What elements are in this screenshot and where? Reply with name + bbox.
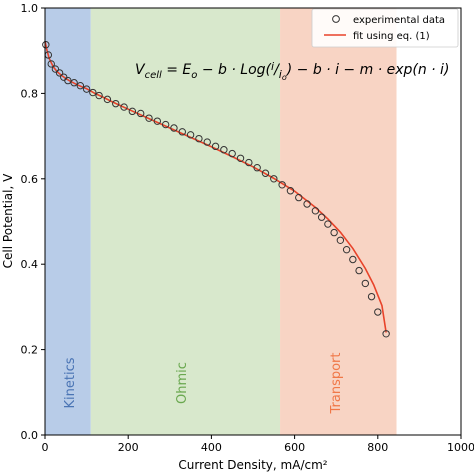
data-point	[236, 154, 245, 163]
y-tick-label: 0.8	[21, 87, 39, 100]
data-point	[295, 193, 303, 202]
data-point	[220, 146, 228, 154]
data-point	[211, 142, 220, 151]
data-point	[324, 220, 332, 228]
data-point	[245, 158, 253, 167]
legend-label-experimental: experimental data	[353, 15, 445, 26]
data-point	[349, 255, 357, 264]
data-point	[47, 60, 55, 68]
region-label-ohmic: Ohmic	[175, 362, 190, 404]
data-point	[317, 213, 326, 221]
region-layer	[45, 8, 397, 435]
data-point	[330, 228, 338, 237]
data-point	[311, 207, 320, 215]
x-tick-label: 800	[367, 441, 388, 454]
data-point	[55, 69, 64, 77]
data-point	[120, 103, 128, 111]
region-label-transport: Transport	[329, 352, 344, 414]
data-point	[153, 117, 162, 125]
data-point	[89, 88, 97, 97]
data-point	[374, 308, 382, 316]
legend: experimental data fit using eq. (1)	[311, 8, 459, 48]
data-point	[228, 149, 236, 158]
x-tick-label: 600	[284, 441, 305, 454]
data-point	[145, 114, 153, 122]
data-point	[382, 330, 390, 338]
data-point	[112, 99, 120, 108]
data-layer	[42, 41, 390, 338]
region-label-kinetics: Kinetics	[63, 357, 78, 408]
tick-layer: 0 200 400 600 800 1000 0.0 0.2 0.4 0.6 0.8 1.0	[21, 2, 474, 454]
data-point	[203, 138, 211, 146]
y-tick-label: 0.0	[21, 429, 39, 442]
data-point	[136, 109, 145, 118]
data-point	[170, 124, 178, 132]
plot-frame	[44, 7, 462, 436]
data-point	[367, 292, 376, 301]
y-axis-label: Cell Potential, V	[1, 173, 15, 268]
legend-box	[311, 8, 459, 48]
equation-annotation: Vcell = Eo − b · Log(i/io) − b · i − m ·…	[135, 60, 449, 82]
data-point	[70, 79, 78, 87]
legend-marker-experimental	[332, 15, 340, 23]
region-ohmic	[90, 8, 281, 435]
data-point	[64, 76, 72, 85]
legend-label-fit: fit using eq. (1)	[353, 31, 430, 42]
data-point	[95, 91, 103, 100]
data-point	[355, 266, 363, 275]
fit-layer	[44, 41, 387, 333]
x-axis-label: Current Density, mA/cm²	[178, 458, 327, 472]
data-point	[186, 131, 195, 139]
data-point	[261, 169, 270, 177]
data-point	[286, 187, 295, 195]
x-tick-label: 0	[42, 441, 49, 454]
data-point	[76, 82, 85, 90]
data-point	[303, 200, 311, 208]
region-transport	[280, 8, 397, 435]
data-point	[361, 279, 370, 288]
x-tick-label: 400	[201, 441, 222, 454]
data-point	[178, 128, 186, 136]
data-point	[278, 181, 286, 189]
data-point	[161, 120, 170, 129]
y-tick-label: 0.2	[21, 344, 39, 357]
data-point	[342, 245, 351, 254]
fit-line	[44, 41, 387, 333]
x-tick-label: 1000	[447, 441, 474, 454]
data-point	[82, 85, 91, 93]
data-point	[51, 65, 60, 73]
data-point	[336, 236, 345, 244]
data-point	[195, 134, 203, 143]
data-point	[128, 107, 137, 116]
data-point	[253, 164, 261, 172]
data-point	[42, 41, 50, 49]
x-tick-label: 200	[118, 441, 139, 454]
y-tick-label: 1.0	[21, 2, 39, 15]
y-tick-label: 0.4	[21, 258, 39, 271]
data-point	[270, 175, 278, 183]
y-tick-label: 0.6	[21, 173, 39, 186]
data-point	[103, 95, 112, 104]
